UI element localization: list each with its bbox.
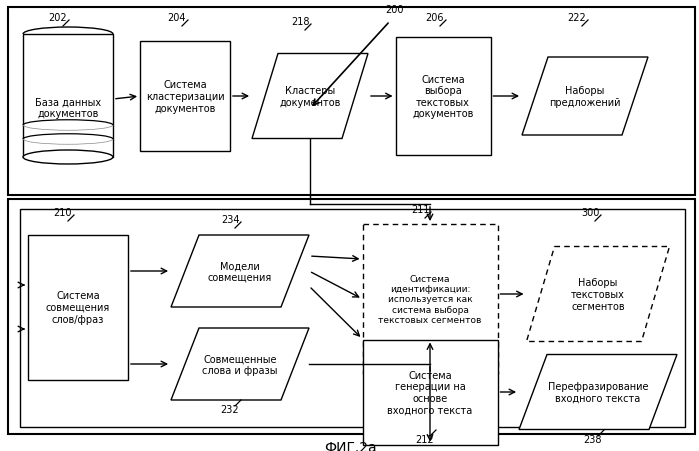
Polygon shape (171, 235, 309, 307)
Text: Наборы
предложений: Наборы предложений (549, 86, 621, 107)
Bar (23, 35, 113, 158)
Polygon shape (526, 247, 670, 342)
Polygon shape (522, 58, 648, 136)
Text: Совмещенные
слова и фразы: Совмещенные слова и фразы (202, 354, 278, 375)
Text: 212: 212 (416, 434, 434, 444)
Text: 238: 238 (584, 434, 603, 444)
Text: 202: 202 (49, 13, 67, 23)
Text: Система
кластеризации
документов: Система кластеризации документов (145, 80, 224, 113)
Bar (396, 38, 491, 156)
Text: 300: 300 (581, 207, 599, 217)
Text: Кластеры
документов: Кластеры документов (280, 86, 340, 107)
Text: Система
идентификации:
используется как
система выбора
текстовых сегментов: Система идентификации: используется как … (378, 274, 482, 325)
Polygon shape (252, 55, 368, 139)
Ellipse shape (23, 151, 113, 165)
Text: 206: 206 (426, 13, 445, 23)
Text: 200: 200 (386, 5, 404, 15)
Text: 222: 222 (568, 13, 586, 23)
Text: Система
генерации на
основе
входного текста: Система генерации на основе входного тек… (387, 370, 473, 414)
Text: 210: 210 (54, 207, 72, 217)
Text: 218: 218 (291, 17, 309, 27)
Text: ФИГ.2а: ФИГ.2а (324, 440, 376, 451)
Bar (363, 225, 498, 374)
Text: 211: 211 (411, 205, 429, 215)
Bar (8, 8, 695, 196)
Polygon shape (519, 355, 677, 429)
Text: База данных
документов: База данных документов (35, 97, 101, 119)
Text: Система
выбора
текстовых
документов: Система выбора текстовых документов (412, 74, 474, 119)
Bar (363, 340, 498, 445)
Text: Система
совмещения
слов/фраз: Система совмещения слов/фраз (46, 291, 110, 324)
Text: 234: 234 (221, 215, 239, 225)
Bar (20, 210, 685, 427)
Text: 204: 204 (168, 13, 186, 23)
Text: 232: 232 (221, 404, 239, 414)
Text: Модели
совмещения: Модели совмещения (208, 261, 272, 282)
Bar (140, 42, 230, 152)
Polygon shape (171, 328, 309, 400)
Bar (28, 235, 128, 380)
Bar (8, 199, 695, 434)
Text: Наборы
текстовых
сегментов: Наборы текстовых сегментов (571, 278, 625, 311)
Text: Перефразирование
входного текста: Перефразирование входного текста (548, 382, 648, 403)
